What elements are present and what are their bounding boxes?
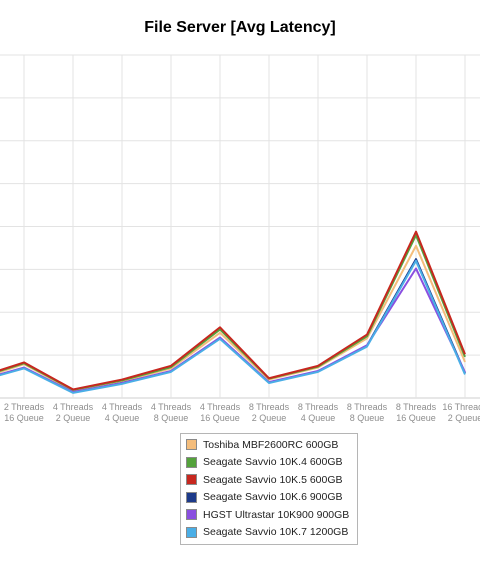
chart-series-lines xyxy=(0,230,466,394)
legend-item: Seagate Savvio 10K.5 600GB xyxy=(181,471,357,489)
legend-label: Seagate Savvio 10K.6 900GB xyxy=(203,491,343,504)
legend-label: Seagate Savvio 10K.4 600GB xyxy=(203,456,343,469)
x-tick-label: 4 Threads 2 Queue xyxy=(53,402,94,423)
legend-swatch xyxy=(186,474,197,486)
legend-item: HGST Ultrastar 10K900 900GB xyxy=(181,506,357,524)
chart-grid xyxy=(0,54,480,399)
legend-item: Seagate Savvio 10K.7 1200GB xyxy=(181,524,357,542)
x-tick-label: 4 Threads 4 Queue xyxy=(102,402,143,423)
x-tick-label: 2 Threads 16 Queue xyxy=(4,402,45,423)
legend-label: HGST Ultrastar 10K900 900GB xyxy=(203,508,350,521)
legend-item: Seagate Savvio 10K.6 900GB xyxy=(181,489,357,507)
x-tick-label: 8 Threads 2 Queue xyxy=(249,402,290,423)
legend-swatch xyxy=(186,526,197,538)
series-line-2 xyxy=(0,230,466,391)
legend-item: Toshiba MBF2600RC 600GB xyxy=(181,436,357,454)
series-line-0 xyxy=(0,244,466,392)
legend-label: Toshiba MBF2600RC 600GB xyxy=(203,438,339,451)
legend-swatch xyxy=(186,456,197,468)
legend-label: Seagate Savvio 10K.5 600GB xyxy=(203,473,343,486)
x-tick-label: 8 Threads 16 Queue xyxy=(396,402,437,423)
legend-item: Seagate Savvio 10K.4 600GB xyxy=(181,454,357,472)
chart-title: File Server [Avg Latency] xyxy=(144,19,336,36)
x-tick-label: 8 Threads 8 Queue xyxy=(347,402,388,423)
chart-legend: Toshiba MBF2600RC 600GB Seagate Savvio 10… xyxy=(180,433,358,545)
series-line-5 xyxy=(0,259,466,394)
legend-label: Seagate Savvio 10K.7 1200GB xyxy=(203,526,349,539)
legend-swatch xyxy=(186,491,197,503)
legend-swatch xyxy=(186,509,197,521)
x-tick-label: 4 Threads 8 Queue xyxy=(151,402,192,423)
legend-swatch xyxy=(186,439,197,451)
x-tick-label: 8 Threads 4 Queue xyxy=(298,402,339,423)
x-tick-label: 4 Threads 16 Queue xyxy=(200,402,241,423)
